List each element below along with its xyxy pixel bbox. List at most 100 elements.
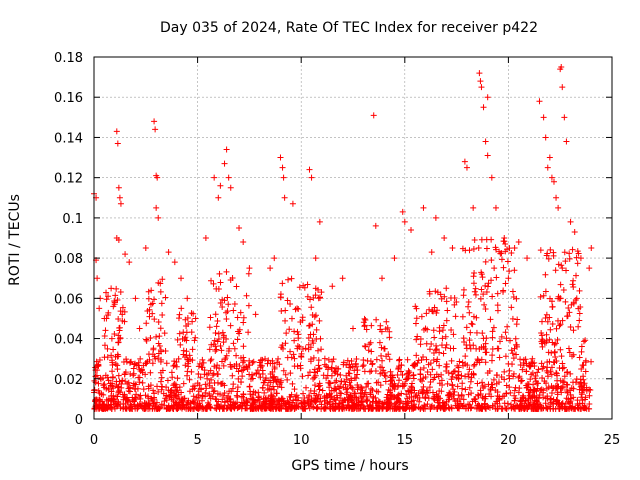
- roti-point: [351, 375, 358, 382]
- roti-point: [483, 349, 490, 356]
- roti-point: [430, 356, 437, 363]
- roti-point: [483, 245, 490, 252]
- roti-point: [312, 255, 319, 262]
- x-tick-label: 5: [193, 433, 201, 448]
- roti-point: [130, 372, 137, 379]
- roti-point: [465, 299, 472, 306]
- roti-point: [277, 294, 284, 301]
- roti-point: [446, 396, 453, 403]
- roti-point: [570, 277, 577, 284]
- roti-point: [199, 392, 206, 399]
- roti-point: [410, 405, 417, 412]
- roti-point: [475, 244, 482, 251]
- roti-point: [224, 398, 231, 405]
- roti-point: [563, 267, 570, 274]
- roti-point: [329, 283, 336, 290]
- roti-point: [453, 374, 460, 381]
- roti-point: [196, 360, 203, 367]
- roti-point: [117, 308, 124, 315]
- x-axis-label: GPS time / hours: [291, 458, 408, 474]
- roti-point: [257, 402, 264, 409]
- roti-point: [331, 368, 338, 375]
- roti-point: [434, 289, 441, 296]
- roti-point: [299, 314, 306, 321]
- roti-point: [417, 335, 424, 342]
- roti-point: [405, 388, 412, 395]
- roti-point: [246, 265, 253, 272]
- roti-point: [434, 307, 441, 314]
- roti-point: [540, 394, 547, 401]
- roti-point: [509, 315, 516, 322]
- roti-point: [247, 376, 254, 383]
- roti-point: [480, 291, 487, 298]
- roti-point: [185, 405, 192, 412]
- roti-point: [271, 364, 278, 371]
- roti-point: [544, 364, 551, 371]
- roti-point: [370, 394, 377, 401]
- roti-point: [251, 397, 258, 404]
- roti-point: [243, 292, 250, 299]
- roti-point: [472, 395, 479, 402]
- roti-point: [249, 371, 256, 378]
- roti-point: [339, 275, 346, 282]
- roti-point: [312, 292, 319, 299]
- y-tick-label: 0.02: [54, 373, 83, 388]
- roti-point: [326, 398, 333, 405]
- roti-point: [301, 405, 308, 412]
- roti-point: [198, 385, 205, 392]
- roti-point: [534, 369, 541, 376]
- roti-point: [352, 390, 359, 397]
- roti-point: [519, 366, 526, 373]
- roti-point: [465, 303, 472, 310]
- roti-point: [478, 269, 485, 276]
- roti-point: [116, 327, 123, 334]
- roti-point: [436, 380, 443, 387]
- roti-point: [246, 383, 253, 390]
- roti-point: [542, 271, 549, 278]
- roti-point: [153, 399, 160, 406]
- roti-point: [427, 379, 434, 386]
- roti-point: [538, 386, 545, 393]
- roti-point: [487, 316, 494, 323]
- roti-point: [296, 344, 303, 351]
- roti-point: [226, 345, 233, 352]
- roti-point: [281, 400, 288, 407]
- roti-point: [448, 370, 455, 377]
- roti-point: [140, 362, 147, 369]
- roti-point: [162, 347, 169, 354]
- roti-point: [207, 314, 214, 321]
- roti-point: [270, 377, 277, 384]
- roti-point: [418, 357, 425, 364]
- roti-point: [462, 386, 469, 393]
- roti-point: [322, 404, 329, 411]
- roti-point: [570, 327, 577, 334]
- roti-point: [353, 394, 360, 401]
- roti-point: [192, 334, 199, 341]
- roti-point: [247, 388, 254, 395]
- roti-point: [145, 295, 152, 302]
- roti-point: [423, 310, 430, 317]
- roti-point: [297, 318, 304, 325]
- roti-point: [158, 300, 165, 307]
- roti-point: [428, 249, 435, 256]
- roti-point: [542, 288, 549, 295]
- roti-point: [330, 396, 337, 403]
- roti-point: [274, 401, 281, 408]
- roti-point: [510, 355, 517, 362]
- roti-point: [323, 363, 330, 370]
- roti-point: [550, 405, 557, 412]
- roti-point: [417, 341, 424, 348]
- roti-point: [235, 375, 242, 382]
- roti-point: [288, 315, 295, 322]
- roti-point: [207, 404, 214, 411]
- roti-point: [463, 404, 470, 411]
- roti-point: [122, 405, 129, 412]
- roti-point: [383, 394, 390, 401]
- roti-point: [566, 255, 573, 262]
- roti-point: [538, 360, 545, 367]
- roti-point: [267, 370, 274, 377]
- roti-point: [236, 362, 243, 369]
- roti-point: [382, 373, 389, 380]
- roti-point: [151, 118, 158, 125]
- roti-point: [474, 391, 481, 398]
